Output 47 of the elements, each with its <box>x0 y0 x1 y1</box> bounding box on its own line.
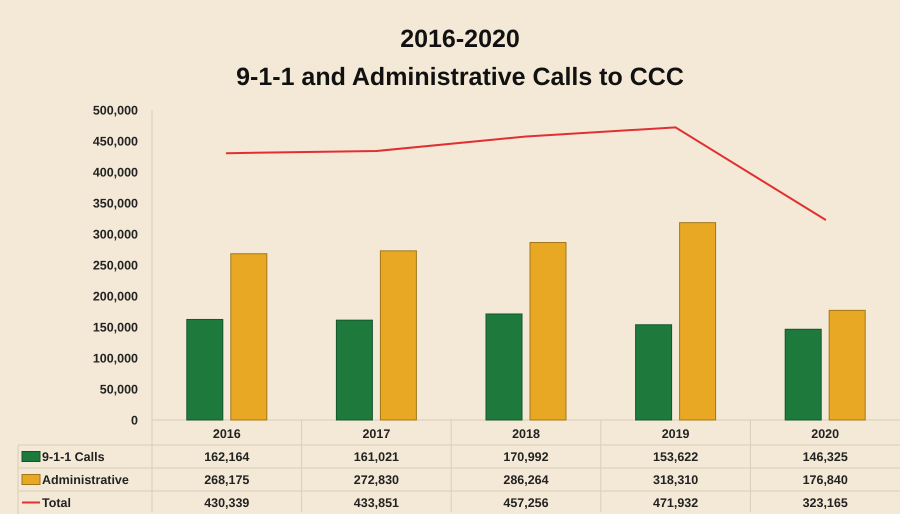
x-tick-label: 2019 <box>662 427 690 441</box>
data-label: 161,021 <box>354 450 400 464</box>
legend-label: Total <box>42 496 71 510</box>
line-series <box>226 126 826 221</box>
data-label: 323,165 <box>802 496 848 510</box>
bar <box>679 222 716 420</box>
x-tick-label: 2018 <box>512 427 540 441</box>
data-label: 170,992 <box>503 450 549 464</box>
y-tick-label: 150,000 <box>92 320 138 334</box>
y-tick-label: 500,000 <box>92 103 138 118</box>
y-tick-label: 350,000 <box>92 196 138 210</box>
x-tick-label: 2017 <box>362 427 390 441</box>
y-tick-label: 200,000 <box>92 289 138 304</box>
bar <box>486 313 522 420</box>
data-label: 162,164 <box>204 450 250 464</box>
bar <box>186 318 224 420</box>
y-tick-label: 400,000 <box>92 165 138 180</box>
y-tick-label: 300,000 <box>92 227 138 242</box>
data-label: 318,310 <box>653 472 698 487</box>
bar <box>828 310 866 420</box>
y-tick-label: 450,000 <box>92 134 138 148</box>
bar <box>635 324 672 420</box>
bar <box>784 328 822 420</box>
data-label: 176,840 <box>802 472 848 487</box>
data-label: 457,256 <box>503 496 549 510</box>
data-label: 146,325 <box>802 450 848 464</box>
data-label: 286,264 <box>503 472 549 487</box>
bar <box>380 250 417 420</box>
chart-title: 2016-2020 <box>400 25 520 53</box>
legend-label: 9-1-1 Calls <box>42 450 105 464</box>
chart-subtitle: 9-1-1 and Administrative Calls to CCC <box>236 63 684 91</box>
x-tick-label: 2020 <box>811 427 840 441</box>
bar <box>336 320 373 420</box>
data-label: 272,830 <box>354 472 400 487</box>
y-tick-label: 50,000 <box>100 382 138 396</box>
data-label: 268,175 <box>204 472 250 487</box>
y-tick-label: 250,000 <box>92 258 138 272</box>
y-tick-label: 0 <box>131 413 138 428</box>
y-tick-label: 100,000 <box>92 351 138 366</box>
data-label: 471,932 <box>653 496 698 510</box>
bar <box>230 253 268 420</box>
data-label: 153,622 <box>653 450 698 464</box>
x-tick-label: 2016 <box>212 427 241 441</box>
data-label: 430,339 <box>204 496 250 510</box>
bar <box>530 242 566 420</box>
legend-label: Administrative <box>42 472 129 487</box>
data-label: 433,851 <box>354 496 400 510</box>
